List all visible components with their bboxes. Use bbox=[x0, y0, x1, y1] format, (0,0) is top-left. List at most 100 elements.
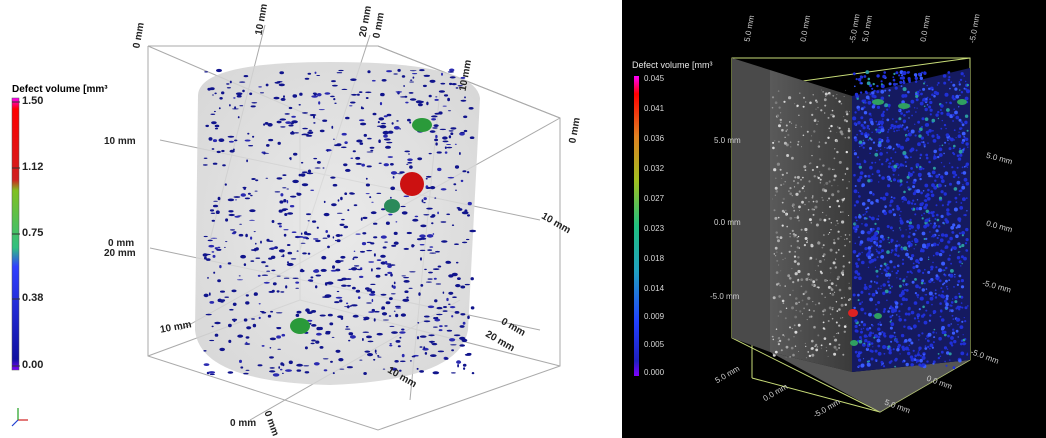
defect-speck bbox=[435, 316, 439, 320]
defect-speck bbox=[353, 256, 359, 259]
defect-speck bbox=[864, 283, 867, 286]
defect-speck bbox=[898, 109, 901, 111]
defect-speck bbox=[876, 105, 881, 109]
defect-speck bbox=[366, 302, 372, 304]
grey-speck bbox=[831, 113, 834, 116]
defect-speck bbox=[856, 133, 858, 136]
defect-speck bbox=[960, 255, 964, 259]
defect-speck bbox=[332, 372, 335, 375]
defect-speck bbox=[314, 71, 317, 75]
defect-speck bbox=[216, 248, 222, 251]
defect-speck bbox=[420, 224, 427, 228]
grey-speck bbox=[819, 270, 822, 273]
defect-speck bbox=[950, 309, 954, 313]
defect-speck bbox=[214, 247, 218, 250]
defect-speck bbox=[887, 177, 889, 180]
defect-speck bbox=[378, 162, 382, 164]
grey-speck bbox=[836, 150, 839, 154]
defect-speck bbox=[417, 322, 420, 324]
grey-speck bbox=[804, 196, 807, 200]
defect-speck bbox=[910, 129, 915, 134]
defect-speck bbox=[305, 308, 310, 313]
defect-speck bbox=[923, 212, 926, 215]
defect-speck bbox=[882, 310, 886, 313]
right-bottom-face bbox=[770, 352, 970, 412]
defect-speck bbox=[858, 324, 861, 326]
defect-speck bbox=[377, 356, 382, 358]
defect-speck bbox=[358, 119, 365, 122]
defect-speck bbox=[209, 373, 215, 376]
defect-speck bbox=[894, 247, 898, 250]
defect-speck bbox=[886, 299, 888, 302]
grey-speck bbox=[834, 291, 836, 293]
defect-speck bbox=[870, 357, 874, 361]
defect-speck bbox=[957, 242, 961, 246]
defect-speck bbox=[355, 162, 362, 165]
defect-speck bbox=[875, 248, 877, 251]
grey-speck bbox=[800, 228, 803, 231]
defect-speck bbox=[958, 220, 961, 223]
defect-speck bbox=[309, 114, 317, 116]
grey-speck bbox=[789, 294, 791, 296]
defect-speck bbox=[459, 344, 466, 347]
defect-speck bbox=[943, 152, 945, 155]
defect-speck bbox=[297, 236, 304, 238]
grey-speck bbox=[842, 269, 845, 272]
defect-speck bbox=[948, 76, 951, 79]
defect-speck bbox=[926, 193, 930, 197]
defect-speck bbox=[963, 87, 966, 90]
defect-speck bbox=[917, 72, 921, 76]
defect-speck bbox=[862, 141, 866, 145]
defect-speck bbox=[204, 71, 209, 73]
defect-speck bbox=[941, 261, 946, 266]
defect-speck bbox=[860, 320, 864, 324]
defect-speck bbox=[329, 322, 334, 326]
defect-speck bbox=[422, 347, 429, 351]
defect-speck bbox=[896, 341, 898, 343]
defect-speck bbox=[345, 116, 350, 120]
grey-speck bbox=[841, 273, 845, 276]
defect-speck bbox=[912, 185, 916, 189]
defect-speck bbox=[948, 279, 951, 281]
defect-speck bbox=[905, 252, 909, 257]
defect-speck bbox=[243, 318, 248, 322]
grey-speck bbox=[781, 178, 783, 179]
defect-speck bbox=[280, 209, 287, 212]
defect-speck bbox=[258, 303, 261, 305]
defect-speck bbox=[909, 257, 913, 261]
grey-speck bbox=[819, 178, 822, 181]
defect-speck bbox=[878, 138, 882, 142]
defect-speck bbox=[922, 243, 926, 248]
defect-speck bbox=[381, 307, 386, 310]
defect-speck bbox=[462, 170, 467, 173]
defect-speck bbox=[208, 292, 211, 296]
defect-speck bbox=[434, 138, 439, 142]
defect-speck bbox=[373, 358, 376, 361]
defect-speck bbox=[351, 267, 358, 271]
defect-speck bbox=[871, 227, 875, 231]
grey-speck bbox=[804, 342, 806, 344]
defect-speck bbox=[386, 141, 393, 144]
grey-speck bbox=[801, 146, 802, 148]
grey-speck bbox=[802, 292, 805, 296]
defect-speck bbox=[208, 244, 215, 248]
grey-speck bbox=[790, 146, 792, 148]
defect-speck bbox=[210, 113, 216, 116]
defect-speck bbox=[957, 217, 962, 222]
defect-speck bbox=[899, 76, 903, 80]
defect-speck bbox=[932, 294, 935, 297]
defect-speck bbox=[374, 310, 380, 313]
defect-speck bbox=[943, 123, 947, 127]
grey-speck bbox=[828, 127, 831, 130]
defect-speck bbox=[873, 240, 876, 244]
defect-speck bbox=[919, 101, 924, 106]
defect-speck bbox=[937, 155, 940, 159]
defect-speck bbox=[409, 360, 412, 362]
defect-speck bbox=[383, 163, 389, 167]
defect-speck bbox=[950, 304, 953, 307]
defect-speck bbox=[283, 95, 285, 98]
defect-speck bbox=[866, 206, 870, 210]
defect-speck bbox=[858, 215, 862, 219]
defect-speck bbox=[859, 75, 863, 79]
grey-speck bbox=[829, 279, 831, 281]
